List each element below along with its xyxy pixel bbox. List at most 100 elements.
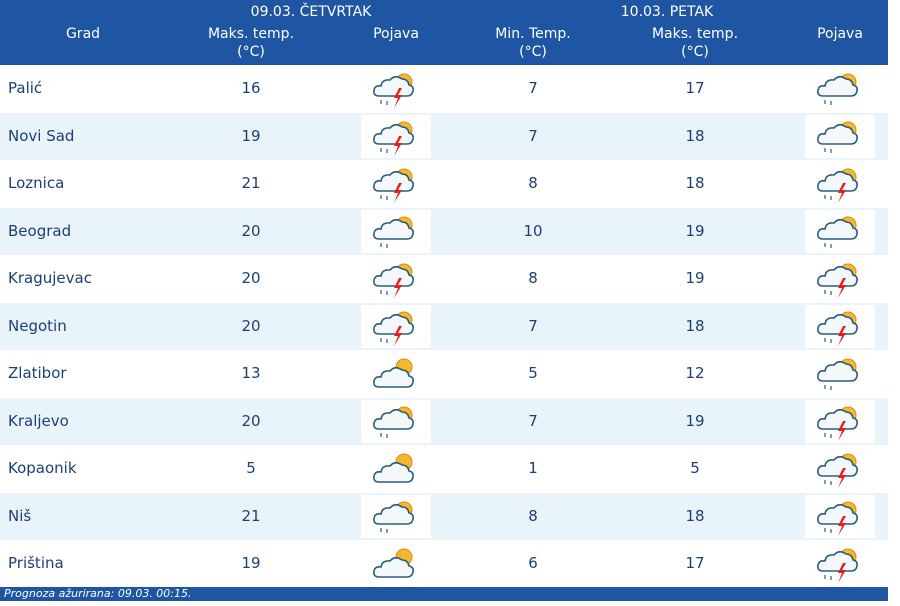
max-temp: 18	[685, 126, 705, 145]
icon-rain	[380, 527, 388, 533]
weather-icon	[373, 501, 414, 533]
column-unit: (°C)	[519, 44, 547, 60]
table-row: Negotin 20 7 18	[0, 302, 888, 350]
icon-cell	[361, 162, 431, 205]
column-header: Maks. temp.	[651, 26, 739, 42]
icon-rain	[380, 147, 388, 153]
icon-lightning	[838, 420, 846, 441]
table-row: Palić 16 7 17	[0, 65, 888, 113]
weather-icon	[373, 311, 414, 346]
weather-icon	[817, 311, 858, 346]
icon-cloud	[817, 123, 858, 145]
table-row: Loznica 21 8 18	[0, 160, 888, 208]
min-temp: 7	[528, 411, 538, 430]
max-temp: 18	[685, 506, 705, 525]
city-name: Priština	[8, 554, 64, 572]
icon-rain	[824, 480, 832, 485]
column-unit: (°C)	[681, 44, 709, 60]
icon-rain	[380, 290, 388, 295]
icon-cell	[361, 542, 431, 585]
icon-cloud	[373, 366, 414, 388]
icon-cloud	[817, 218, 858, 240]
icon-rain	[824, 100, 832, 105]
icon-lightning	[394, 183, 402, 203]
icon-rain	[824, 290, 832, 295]
icon-cloud	[817, 75, 858, 97]
city-name: Beograd	[8, 221, 72, 240]
icon-lightning	[394, 325, 402, 346]
icon-cell	[361, 209, 431, 253]
weather-icon	[817, 216, 858, 248]
weather-icon	[373, 358, 414, 388]
icon-cell	[361, 447, 431, 490]
icon-rain	[824, 195, 832, 200]
icon-cloud	[373, 75, 414, 97]
icon-cell	[805, 447, 875, 490]
max-temp: 21	[241, 174, 261, 192]
weather-icon	[373, 216, 414, 248]
icon-rain	[824, 385, 832, 390]
icon-cloud	[373, 123, 414, 145]
icon-cell	[805, 162, 875, 205]
weather-icon	[373, 453, 414, 483]
column-unit: (°C)	[237, 44, 265, 60]
max-temp: 19	[685, 269, 705, 287]
icon-rain	[380, 337, 388, 343]
city-name: Niš	[8, 506, 32, 525]
max-temp: 21	[241, 506, 261, 525]
max-temp: 20	[241, 411, 261, 430]
update-note: Prognoza ažurirana: 09.03. 00:15.	[0, 587, 888, 601]
city-name: Kopaonik	[8, 459, 77, 477]
icon-cloud	[817, 265, 858, 287]
icon-cloud	[817, 170, 858, 192]
icon-lightning	[394, 135, 402, 156]
icon-cell	[805, 114, 875, 158]
day-label: 09.03. ČETVRTAK	[250, 4, 372, 20]
max-temp: 18	[685, 316, 705, 335]
weather-icon	[817, 168, 858, 203]
icon-cloud	[817, 313, 858, 335]
table-row: Niš 21 8 18	[0, 492, 888, 540]
icon-cell	[805, 304, 875, 348]
table-row: Kragujevac 20 8 19	[0, 255, 888, 303]
city-name: Loznica	[8, 174, 65, 192]
weather-icon	[373, 406, 414, 438]
table-row: Priština 19 6 17	[0, 540, 888, 588]
min-temp: 8	[528, 174, 538, 192]
city-name: Zlatibor	[8, 364, 67, 382]
city-name: Novi Sad	[8, 126, 75, 145]
icon-rain	[380, 100, 388, 105]
min-temp: 1	[528, 459, 538, 477]
icon-rain	[380, 242, 388, 248]
icon-cell	[361, 304, 431, 348]
icon-cloud	[817, 408, 858, 430]
icon-cell	[361, 399, 431, 443]
max-temp: 19	[685, 221, 705, 240]
icon-lightning	[394, 88, 402, 108]
icon-lightning	[838, 325, 846, 346]
day-label: 10.03. PETAK	[620, 4, 714, 20]
max-temp: 19	[685, 411, 705, 430]
icon-cell	[361, 257, 431, 300]
max-temp: 20	[241, 316, 261, 335]
max-temp: 18	[685, 174, 705, 192]
min-temp: 8	[528, 506, 538, 525]
max-temp: 17	[685, 79, 705, 97]
icon-lightning	[838, 515, 846, 536]
min-temp: 6	[528, 554, 538, 572]
icon-cloud	[373, 265, 414, 287]
city-name: Palić	[8, 79, 43, 97]
table-row: Kopaonik 5 1 5	[0, 445, 888, 493]
icon-cloud	[817, 360, 858, 382]
icon-cell	[361, 67, 431, 110]
table-row: Novi Sad 19 7 18	[0, 112, 888, 160]
max-temp: 16	[241, 79, 261, 97]
city-name: Kraljevo	[8, 411, 69, 430]
icon-cell	[361, 114, 431, 158]
icon-cloud	[373, 461, 414, 483]
weather-icon	[817, 548, 858, 583]
table-row: Beograd 20 10 19	[0, 207, 888, 255]
icon-cell	[361, 352, 431, 395]
icon-rain	[380, 432, 388, 438]
max-temp: 5	[690, 459, 700, 477]
